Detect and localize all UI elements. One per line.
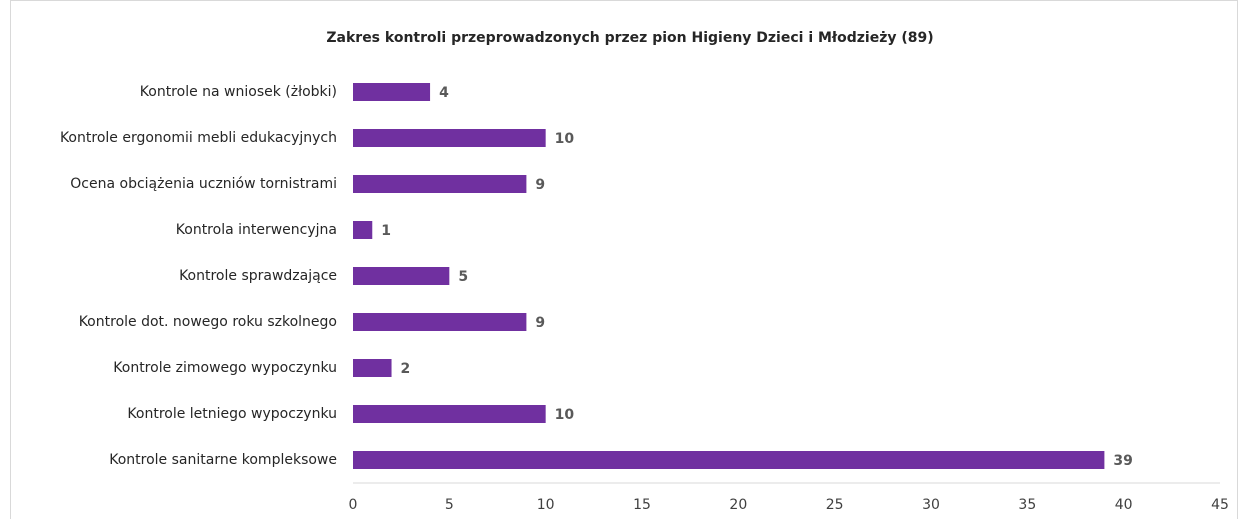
x-tick-label: 0: [349, 497, 358, 513]
x-tick-label: 15: [633, 497, 651, 513]
bar: [353, 267, 450, 285]
data-label: 2: [401, 361, 411, 377]
data-label: 5: [458, 269, 468, 285]
x-tick-label: 20: [729, 497, 747, 513]
x-tick-label: 5: [445, 497, 454, 513]
y-tick-label: Kontrola interwencyjna: [176, 222, 337, 238]
x-tick-label: 45: [1211, 497, 1229, 513]
x-tick-label: 30: [922, 497, 940, 513]
x-tick-label: 40: [1115, 497, 1133, 513]
x-tick-label: 10: [537, 497, 555, 513]
y-tick-label: Kontrole sprawdzające: [179, 268, 337, 284]
x-tick-label: 25: [826, 497, 844, 513]
data-label: 9: [535, 315, 545, 331]
bar: [353, 175, 527, 193]
y-tick-label: Kontrole dot. nowego roku szkolnego: [79, 314, 337, 330]
x-tick-label: 35: [1018, 497, 1036, 513]
y-tick-label: Kontrole zimowego wypoczynku: [113, 360, 337, 376]
bar: [353, 405, 546, 423]
bar: [353, 83, 431, 101]
data-label: 9: [535, 177, 545, 193]
y-tick-label: Kontrole na wniosek (żłobki): [140, 84, 337, 100]
data-label: 4: [439, 85, 449, 101]
y-tick-label: Kontrole letniego wypoczynku: [127, 406, 337, 422]
data-label: 10: [555, 131, 575, 147]
bar: [353, 129, 546, 147]
chart-title: Zakres kontroli przeprowadzonych przez p…: [326, 30, 933, 46]
bar: [353, 359, 392, 377]
bar: [353, 313, 527, 331]
data-label: 39: [1113, 453, 1132, 469]
bar: [353, 221, 373, 239]
data-label: 1: [381, 223, 391, 239]
data-label: 10: [555, 407, 575, 423]
bar: [353, 451, 1105, 469]
y-tick-label: Kontrole ergonomii mebli edukacyjnych: [60, 130, 337, 146]
chart-frame: [10, 0, 1238, 519]
y-tick-label: Ocena obciążenia uczniów tornistrami: [70, 176, 337, 192]
y-tick-label: Kontrole sanitarne kompleksowe: [109, 452, 337, 468]
